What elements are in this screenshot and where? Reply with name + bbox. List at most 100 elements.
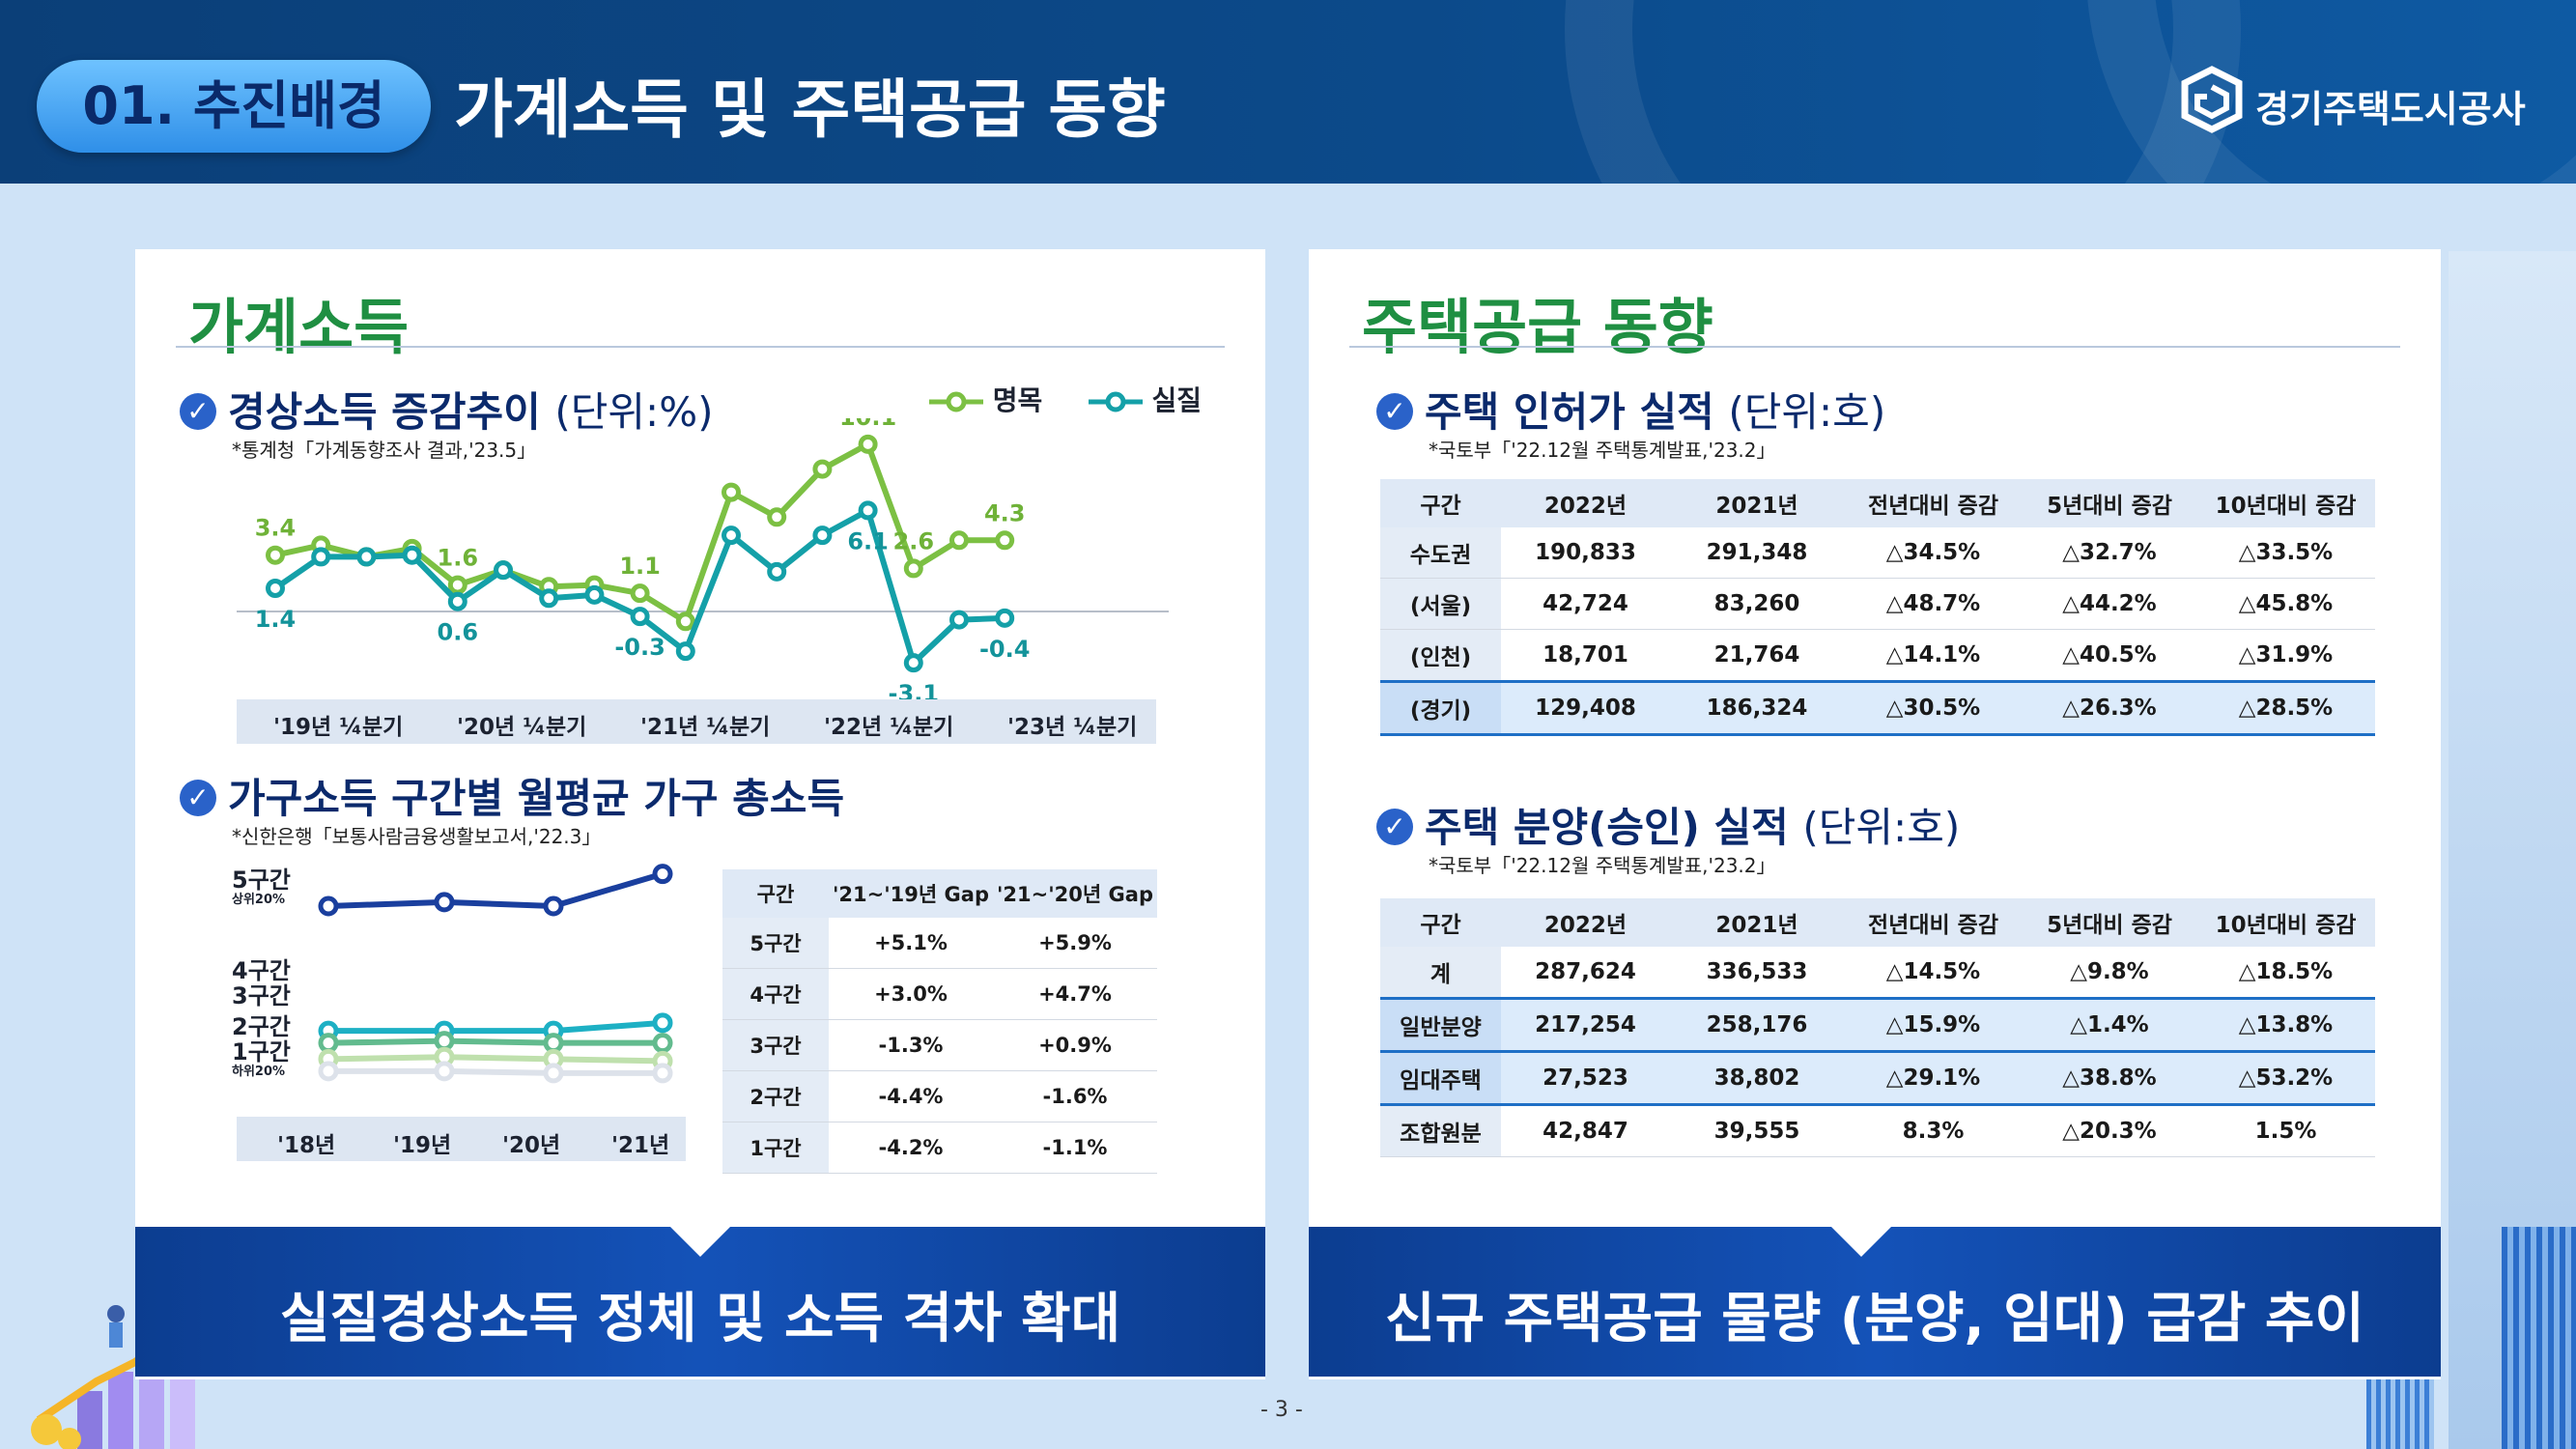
column-header: 10년대비 증감: [2196, 479, 2375, 527]
source-note: *신한은행「보통사람금융생활보고서,'22.3」: [232, 825, 602, 848]
band-label-5: 5구간 상위20%: [232, 867, 291, 908]
panel-title: 주택공급 동향: [1362, 292, 1713, 362]
income-trend-chart: 3.41.61.110.12.64.31.40.6-0.36.1-3.1-0.4: [237, 418, 1169, 707]
table-cell: -1.3%: [829, 1019, 993, 1071]
quarter-tick-label: '21년 ¼분기: [640, 715, 771, 740]
banner-notch: [669, 1226, 731, 1257]
check-icon: ✓: [180, 392, 216, 430]
divider: [1349, 346, 2400, 348]
page-number: - 3 -: [1260, 1398, 1303, 1422]
data-point: [311, 547, 331, 567]
row-label: 일반분양: [1380, 997, 1501, 1053]
table-cell: 186,324: [1670, 680, 1844, 736]
data-point: [652, 1063, 673, 1084]
income-band-chart: [318, 864, 673, 1084]
data-point: [858, 500, 878, 521]
section-heading: ✓ 경상소득 증감추이 (단위:%): [180, 380, 714, 439]
data-label: 2.6: [893, 527, 935, 554]
band-line-4: [328, 1019, 664, 1035]
table-row-highlighted: 일반분양 217,254 258,176 △15.9% △1.4% △13.8%: [1380, 997, 2375, 1053]
data-point: [675, 611, 695, 632]
table-cell: 21,764: [1670, 629, 1844, 682]
data-point: [318, 1033, 339, 1054]
table-cell: -1.6%: [993, 1070, 1157, 1122]
column-header: 10년대비 증감: [2196, 898, 2375, 947]
data-point: [356, 547, 377, 567]
data-point: [584, 584, 605, 605]
org-name: 경기주택도시공사: [2255, 88, 2526, 130]
data-point: [630, 607, 650, 627]
table-cell: △34.5%: [1844, 527, 2023, 579]
data-label: 6.1: [847, 527, 889, 554]
quarter-tick-label: '19년 ¼분기: [273, 715, 404, 740]
column-header: '21~'19년 Gap: [829, 869, 993, 918]
table-cell: △9.8%: [2023, 947, 2196, 999]
column-header: '21~'20년 Gap: [993, 869, 1157, 918]
row-label: (인천): [1380, 629, 1501, 682]
data-point: [652, 1033, 673, 1054]
row-label: 3구간: [722, 1019, 829, 1071]
year-tick-label: '20년: [502, 1133, 561, 1158]
banner-text: 신규 주택공급 물량 (분양, 임대) 급감 추이: [1385, 1288, 2364, 1350]
data-label: -0.4: [979, 636, 1030, 663]
table-cell: △15.9%: [1844, 997, 2023, 1053]
band-label-3: 3구간: [232, 982, 291, 1009]
permit-table: 구간 2022년 2021년 전년대비 증감 5년대비 증감 10년대비 증감 …: [1380, 479, 2375, 736]
year-tick-label: '18년: [277, 1133, 336, 1158]
table-row: 조합원분 42,847 39,555 8.3% △20.3% 1.5%: [1380, 1104, 2375, 1157]
table-cell: 190,833: [1501, 527, 1670, 579]
column-header: 구간: [1380, 479, 1501, 527]
quarter-axis-bar: '19년 ¼분기 '20년 ¼분기 '21년 ¼분기 '22년 ¼분기 '23년…: [237, 699, 1156, 744]
table-cell: 42,724: [1501, 578, 1670, 630]
data-point: [539, 588, 559, 609]
unit-label: (단위:호): [1802, 804, 1961, 851]
band-sub-label: 상위20%: [232, 893, 286, 907]
table-row: 수도권 190,833 291,348 △34.5% △32.7% △33.5%: [1380, 527, 2375, 579]
source-note: *국토부「'22.12월 주택통계발표,'23.2」: [1429, 439, 1776, 462]
table-row: 2구간 -4.4% -1.6%: [722, 1070, 1157, 1122]
table-cell: -1.1%: [993, 1122, 1157, 1174]
table-row: 5구간 +5.1% +5.9%: [722, 918, 1157, 969]
summary-banner-left: 실질경상소득 정체 및 소득 격차 확대: [135, 1226, 1265, 1377]
section-heading: ✓ 주택 분양(승인) 실적 (단위:호): [1376, 795, 1960, 854]
table-cell: 1.5%: [2196, 1104, 2375, 1157]
band-label-4: 4구간: [232, 957, 291, 984]
data-point: [949, 530, 969, 551]
table-cell: +0.9%: [993, 1019, 1157, 1071]
row-label: 5구간: [722, 918, 829, 969]
table-cell: △45.8%: [2196, 578, 2375, 630]
check-icon: ✓: [1376, 808, 1413, 845]
data-point: [543, 1063, 564, 1084]
band-label-1: 1구간 하위20%: [232, 1039, 291, 1080]
row-label: 임대주택: [1380, 1050, 1501, 1106]
column-header: 전년대비 증감: [1844, 479, 2023, 527]
data-point: [858, 434, 878, 454]
building-decoration: [2502, 1227, 2576, 1449]
data-point: [903, 558, 923, 579]
table-cell: 8.3%: [1844, 1104, 2023, 1157]
data-point: [995, 608, 1015, 628]
table-cell: +4.7%: [993, 968, 1157, 1020]
quarter-tick-label: '23년 ¼분기: [1007, 715, 1138, 740]
band-line-5: [327, 870, 664, 910]
divider: [176, 346, 1225, 348]
column-header: 구간: [722, 869, 829, 918]
table-row-highlighted: 임대주택 27,523 38,802 △29.1% △38.8% △53.2%: [1380, 1050, 2375, 1106]
section-title: 가구소득 구간별 월평균 가구 총소득: [228, 775, 845, 822]
table-row-highlighted: (경기) 129,408 186,324 △30.5% △26.3% △28.5…: [1380, 680, 2375, 736]
row-label: (경기): [1380, 680, 1501, 736]
table-cell: △26.3%: [2023, 680, 2196, 736]
section-title: 주택 분양(승인) 실적: [1425, 804, 1789, 851]
table-cell: △40.5%: [2023, 629, 2196, 682]
table-cell: 27,523: [1501, 1050, 1670, 1106]
data-point: [722, 482, 741, 502]
data-point: [434, 1031, 455, 1052]
legend-marker-real: [1088, 391, 1143, 412]
table-cell: 83,260: [1670, 578, 1844, 630]
table-cell: △33.5%: [2196, 527, 2375, 579]
data-point: [318, 1061, 339, 1082]
data-point: [767, 507, 787, 527]
data-point: [995, 530, 1015, 551]
data-point: [903, 653, 923, 673]
gh-logo-icon: [2181, 66, 2243, 133]
